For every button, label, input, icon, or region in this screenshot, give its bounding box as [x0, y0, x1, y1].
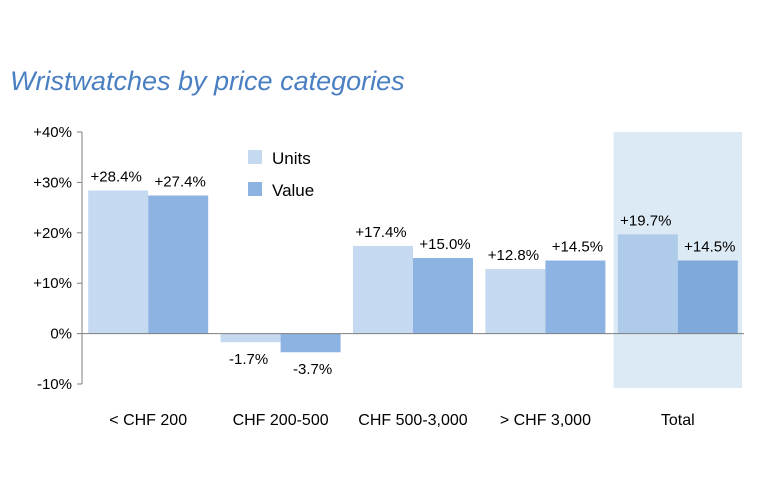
- legend-label-units: Units: [272, 149, 311, 168]
- bar-units: [353, 245, 413, 334]
- bar-units: [220, 333, 281, 343]
- bar-units: [485, 269, 546, 334]
- bar-value: [280, 333, 341, 353]
- category-label: < CHF 200: [109, 412, 187, 429]
- category-label: Total: [661, 412, 695, 429]
- data-label-units: +19.7%: [620, 212, 671, 229]
- y-tick-label: +40%: [33, 124, 72, 141]
- data-label-value: +14.5%: [684, 239, 735, 256]
- y-tick-label: -10%: [37, 376, 72, 393]
- category-label: CHF 200-500: [233, 412, 329, 429]
- bar-value: [148, 195, 209, 334]
- data-label-units: +12.8%: [488, 247, 539, 264]
- data-label-value: +14.5%: [552, 239, 603, 256]
- data-label-units: +28.4%: [91, 168, 142, 185]
- y-tick-label: +30%: [33, 174, 72, 191]
- y-tick-label: +10%: [33, 275, 72, 292]
- chart-title: Wristwatches by price categories: [10, 66, 405, 96]
- category-label: CHF 500-3,000: [358, 412, 467, 429]
- legend-label-value: Value: [272, 181, 314, 200]
- y-tick-label: 0%: [50, 326, 72, 343]
- bar-units: [88, 190, 149, 334]
- bar-units: [617, 234, 678, 334]
- data-label-units: +17.4%: [355, 224, 406, 241]
- legend-swatch-units: [248, 150, 262, 164]
- bar-value: [545, 260, 606, 334]
- data-label-value: +15.0%: [419, 236, 470, 253]
- bar-value: [677, 260, 738, 334]
- bar-value: [413, 258, 473, 334]
- data-label-value: -3.7%: [293, 361, 332, 378]
- legend-swatch-value: [248, 182, 262, 196]
- category-label: > CHF 3,000: [500, 412, 591, 429]
- data-label-units: -1.7%: [229, 351, 268, 368]
- y-tick-label: +20%: [33, 225, 72, 242]
- data-label-value: +27.4%: [155, 174, 206, 191]
